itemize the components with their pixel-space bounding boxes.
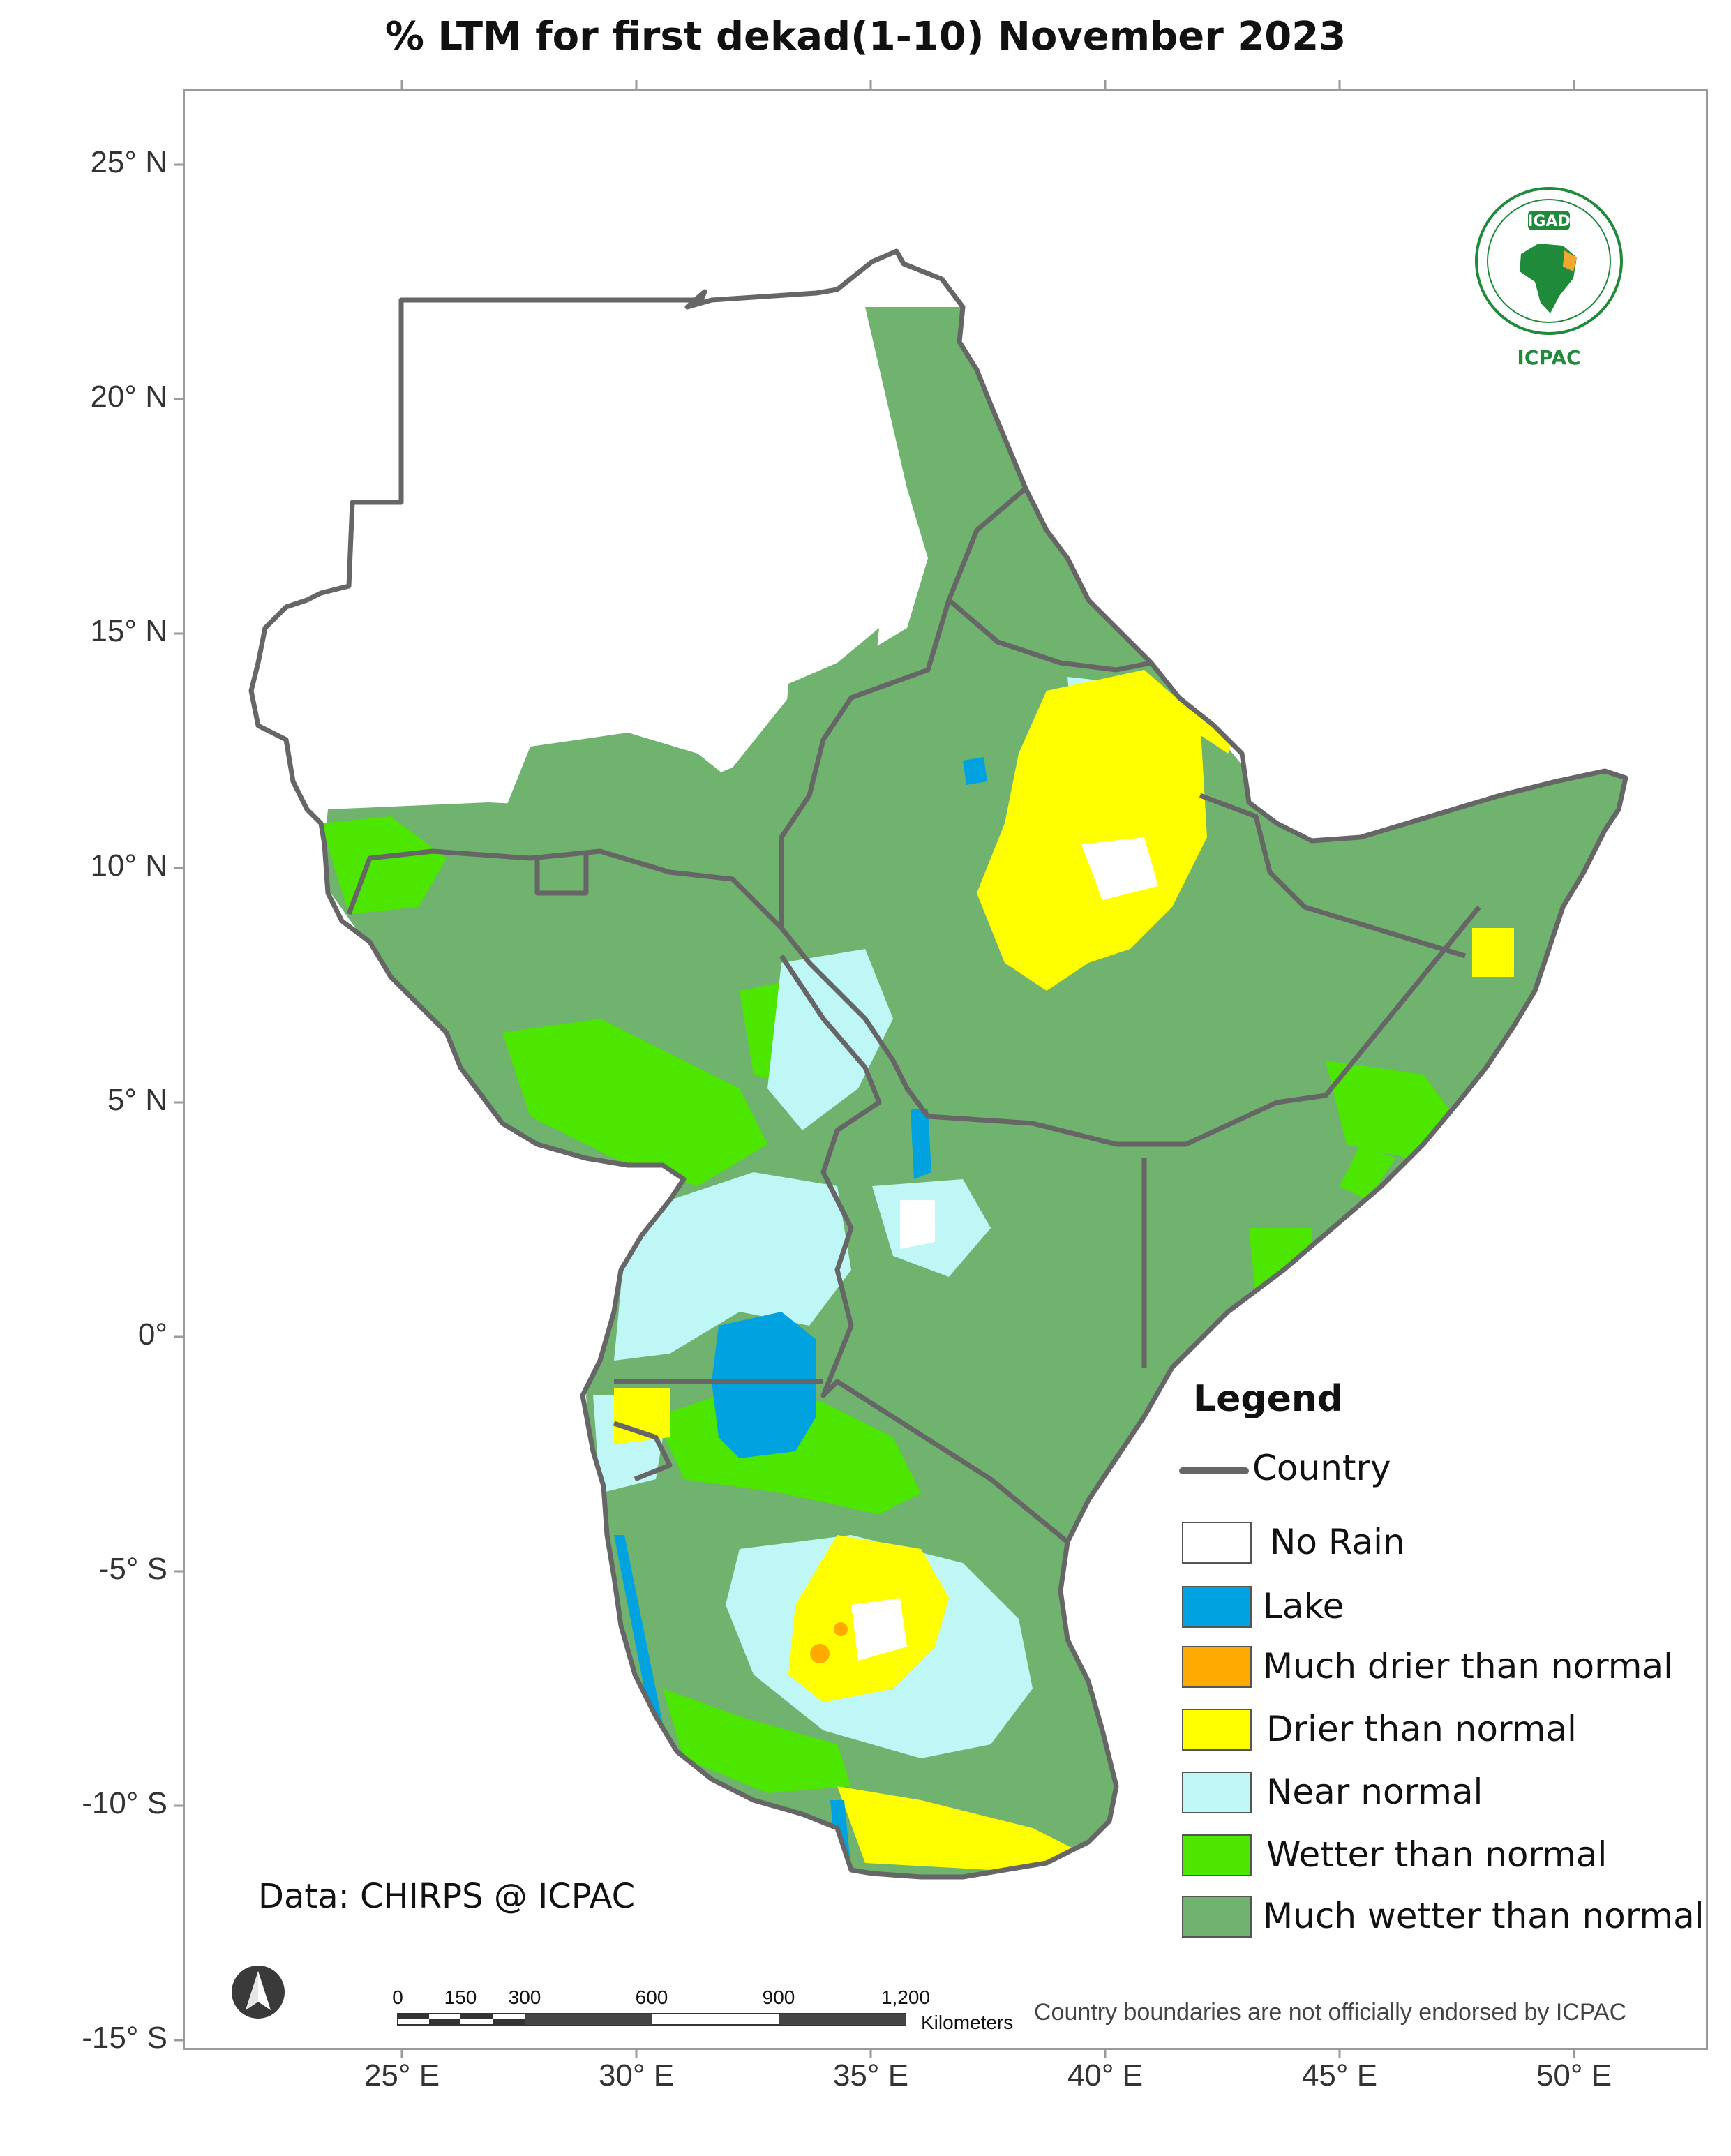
legend-label: Wetter than normal (1266, 1834, 1608, 1875)
lon-tick-label: 25° E (364, 2058, 440, 2093)
disclaimer: Country boundaries are not officially en… (1034, 1999, 1627, 2026)
lat-tick-label: -15° S (82, 2021, 167, 2055)
lat-tick-label: 20° N (90, 380, 167, 414)
legend-title: Legend (1193, 1378, 1344, 1420)
lat-tick-label: 10° N (90, 848, 167, 883)
lat-tick-label: -5° S (98, 1552, 167, 1586)
scale-bar: 0 150 300 600 900 1,200 Kilometers (391, 1982, 1019, 2037)
scale-tick-label: 600 (636, 1986, 668, 2008)
scale-unit: Kilometers (921, 2012, 1013, 2033)
legend-swatch (1182, 1709, 1252, 1751)
logo-bottom-text: ICPAC (1517, 346, 1580, 369)
legend-label: Country (1252, 1448, 1391, 1488)
legend-item: Much drier than normal (1179, 1646, 1709, 1691)
map-title: % LTM for first dekad(1-10) November 202… (384, 14, 1347, 59)
icpac-logo: IGAD ICPAC (1472, 184, 1626, 373)
legend-item: No Rain (1179, 1522, 1709, 1566)
lon-tick-label: 40° E (1067, 2058, 1144, 2093)
legend-item: Near normal (1179, 1772, 1709, 1816)
data-credit: Data: CHIRPS @ ICPAC (258, 1877, 636, 1916)
scale-tick-label: 300 (509, 1986, 541, 2008)
legend-label: No Rain (1270, 1522, 1405, 1562)
lat-tick-label: 25° N (90, 145, 167, 179)
legend-item-country: Country (1179, 1448, 1709, 1492)
lat-tick-label: 0° (137, 1317, 167, 1352)
lat-tick-label: 15° N (90, 614, 167, 648)
legend-label: Near normal (1266, 1772, 1483, 1812)
lon-tick-label: 35° E (832, 2058, 909, 2093)
lat-tick-label: 5° N (107, 1083, 167, 1117)
legend-swatch (1182, 1834, 1252, 1876)
legend-swatch (1182, 1586, 1252, 1628)
legend-swatch (1182, 1896, 1252, 1938)
legend-label: Lake (1263, 1586, 1344, 1626)
legend-swatch (1182, 1522, 1252, 1564)
scale-tick-label: 0 (392, 1986, 403, 2008)
logo-top-text: IGAD (1527, 213, 1571, 230)
legend-label: Drier than normal (1266, 1709, 1577, 1749)
legend-item: Drier than normal (1179, 1709, 1709, 1753)
legend-item: Lake (1179, 1586, 1709, 1631)
scale-tick-label: 150 (444, 1986, 477, 2008)
country-line-swatch (1179, 1467, 1249, 1474)
scale-tick-label: 900 (763, 1986, 795, 2008)
lat-tick-label: -10° S (82, 1786, 167, 1820)
lon-tick-label: 50° E (1536, 2058, 1612, 2093)
legend-label: Much wetter than normal (1263, 1896, 1704, 1936)
scale-tick-label: 1,200 (881, 1986, 930, 2008)
legend-swatch (1182, 1772, 1252, 1813)
legend-item: Wetter than normal (1179, 1834, 1709, 1879)
lon-tick-label: 30° E (598, 2058, 675, 2093)
legend-item: Much wetter than normal (1179, 1896, 1709, 1940)
legend-label: Much drier than normal (1263, 1646, 1674, 1686)
map-frame (183, 89, 1708, 2050)
legend-swatch (1182, 1646, 1252, 1688)
north-arrow-icon (230, 1964, 286, 2020)
lon-tick-label: 45° E (1301, 2058, 1378, 2093)
